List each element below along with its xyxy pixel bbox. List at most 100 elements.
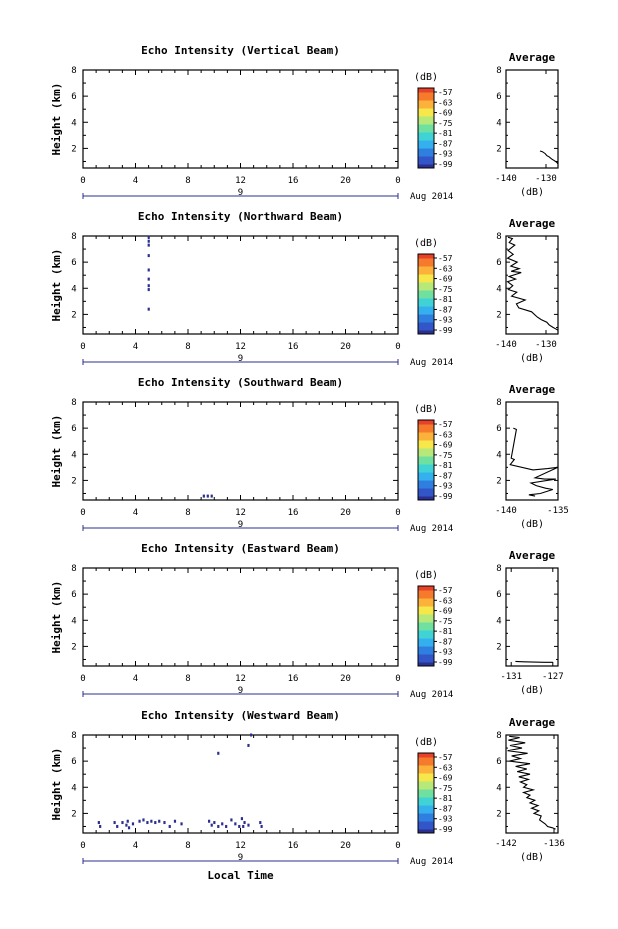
colorbar-segment	[418, 270, 434, 273]
main-plot-frame	[82, 401, 399, 501]
average-y-tick-label: 6	[496, 92, 501, 102]
average-y-tick-label: 4	[496, 616, 501, 626]
colorbar-segment	[418, 626, 434, 629]
echo-cell	[213, 821, 216, 825]
echo-cell	[217, 824, 220, 828]
average-x-tick-label: -127	[542, 672, 564, 682]
colorbar-tick-label: -69	[438, 607, 453, 616]
colorbar-tick-label: -57	[438, 753, 453, 762]
colorbar-segment	[418, 422, 434, 425]
colorbar-segment	[418, 166, 434, 169]
colorbar-segment	[418, 773, 434, 776]
colorbar-segment	[418, 664, 434, 667]
colorbar-tick-label: -57	[438, 254, 453, 263]
average-x-tick-label: -135	[547, 506, 569, 516]
x-tick-label: 0	[395, 342, 400, 352]
colorbar-segment	[418, 767, 434, 770]
echo-cell	[210, 494, 213, 498]
colorbar-tick-label: -81	[438, 627, 453, 636]
colorbar-tick-label: -75	[438, 784, 453, 793]
echo-cell	[259, 821, 262, 825]
y-tick-label: 2	[71, 310, 76, 320]
colorbar-segment	[418, 660, 434, 663]
colorbar-segment	[418, 789, 434, 792]
colorbar-segment	[418, 116, 434, 119]
colorbar-tick-label: -69	[438, 275, 453, 284]
x-tick-label: 4	[133, 674, 138, 684]
average-x-label: (dB)	[520, 353, 544, 364]
day-label: 9	[238, 188, 243, 198]
colorbar-frame	[417, 752, 435, 834]
colorbar-segment	[418, 292, 434, 295]
echo-cell	[147, 235, 150, 239]
colorbar-segment	[418, 104, 434, 107]
colorbar-segment	[418, 482, 434, 485]
echo-cell	[147, 239, 150, 243]
colorbar-segment	[418, 284, 434, 287]
colorbar-segment	[418, 484, 434, 487]
average-y-tick-label: 2	[496, 642, 501, 652]
x-tick-label: 0	[80, 841, 85, 851]
colorbar-segment	[418, 821, 434, 824]
colorbar-segment	[418, 799, 434, 802]
colorbar-segment	[418, 642, 434, 645]
colorbar-segment	[418, 480, 434, 483]
average-profile-line	[509, 427, 559, 497]
colorbar-segment	[418, 759, 434, 762]
x-tick-label: 20	[340, 342, 351, 352]
echo-cell	[238, 824, 241, 828]
colorbar-segment	[418, 320, 434, 323]
average-y-tick-label: 2	[496, 809, 501, 819]
colorbar-segment	[418, 164, 434, 167]
average-y-tick-label: 8	[496, 66, 501, 76]
colorbar-segment	[418, 490, 434, 493]
colorbar-segment	[418, 442, 434, 445]
x-tick-label: 20	[340, 674, 351, 684]
colorbar-segment	[418, 306, 434, 309]
colorbar-segment	[418, 96, 434, 99]
colorbar-segment	[418, 118, 434, 121]
colorbar-tick-label: -75	[438, 119, 453, 128]
average-y-tick-label: 2	[496, 476, 501, 486]
panel-title: Echo Intensity (Vertical Beam)	[141, 44, 340, 57]
colorbar-segment	[418, 122, 434, 125]
colorbar-segment	[418, 470, 434, 473]
y-tick-label: 2	[71, 642, 76, 652]
colorbar-segment	[418, 606, 434, 609]
colorbar-segment	[418, 286, 434, 289]
colorbar-tick-label: -81	[438, 794, 453, 803]
colorbar-segment	[418, 288, 434, 291]
colorbar-segment	[418, 588, 434, 591]
colorbar-tick-label: -69	[438, 774, 453, 783]
colorbar-frame	[417, 87, 435, 169]
colorbar-segment	[418, 280, 434, 283]
echo-cell	[131, 822, 135, 826]
colorbar-segment	[418, 328, 434, 331]
x-tick-label: 12	[235, 342, 246, 352]
y-tick-label: 4	[71, 284, 76, 294]
colorbar-segment	[418, 424, 434, 427]
echo-cell	[147, 243, 150, 247]
average-x-tick-label: -130	[535, 174, 557, 184]
colorbar-segment	[418, 831, 434, 834]
echo-cell	[127, 826, 131, 830]
colorbar-segment	[418, 600, 434, 603]
colorbar-segment	[418, 604, 434, 607]
colorbar-segment	[418, 809, 434, 812]
colorbar-segment	[418, 318, 434, 321]
colorbar-segment	[418, 444, 434, 447]
colorbar-segment	[418, 618, 434, 621]
colorbar-segment	[418, 650, 434, 653]
colorbar-segment	[418, 146, 434, 149]
x-axis-label: Local Time	[207, 869, 274, 882]
x-tick-label: 4	[133, 342, 138, 352]
y-tick-label: 6	[71, 590, 76, 600]
colorbar-segment	[418, 494, 434, 497]
colorbar-segment	[418, 586, 434, 589]
average-plot-frame	[505, 567, 559, 667]
y-tick-label: 6	[71, 424, 76, 434]
panel-0: Echo Intensity (Vertical Beam) 0 4 8 12 16 20 0…	[50, 44, 559, 202]
y-axis-label: Height (km)	[50, 415, 63, 488]
panel-1: Echo Intensity (Northward Beam)0 4 8 12 16 20…	[50, 210, 559, 368]
